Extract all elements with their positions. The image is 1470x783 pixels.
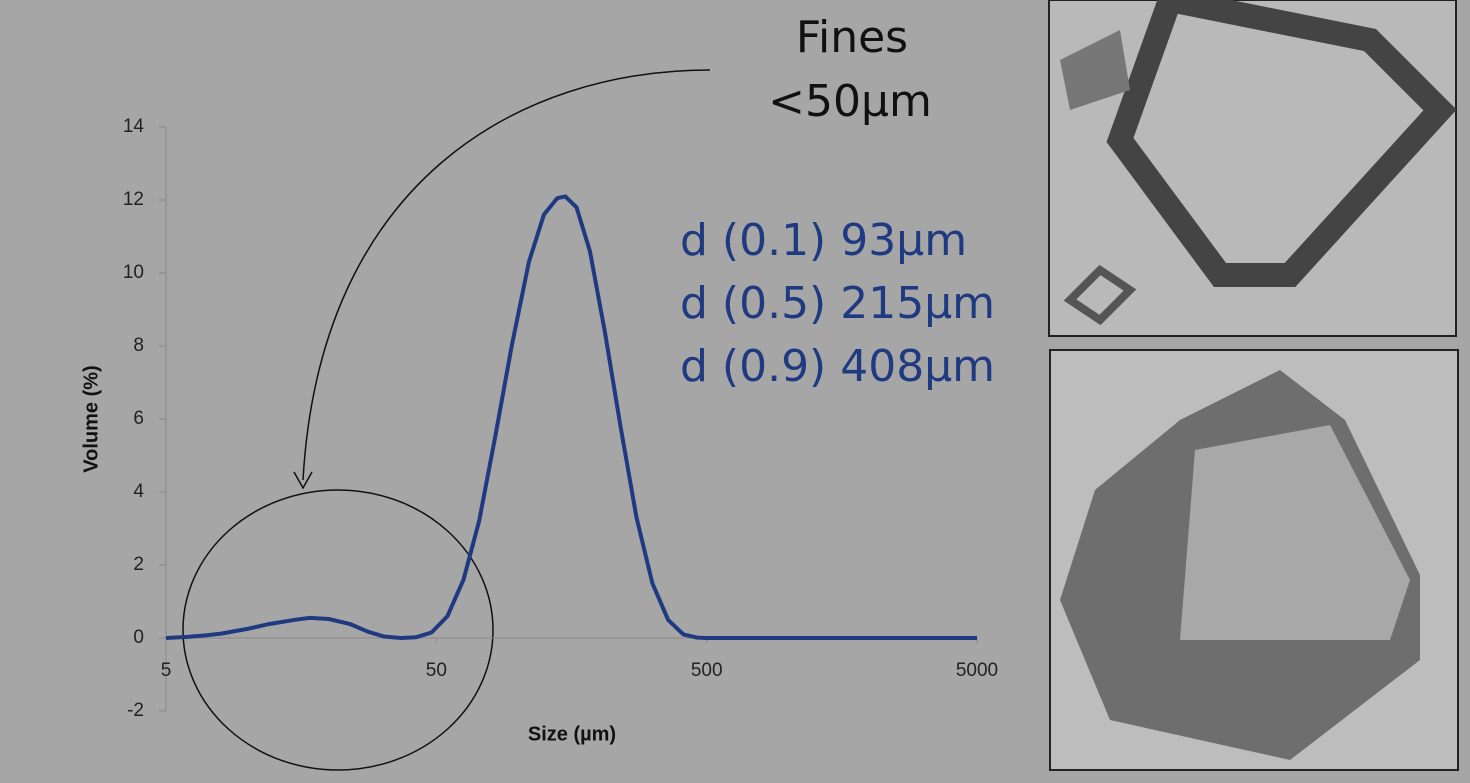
x-tick-label: 500 xyxy=(691,660,723,681)
x-tick-label: 5 xyxy=(161,660,172,681)
percentile-label: d (0.5) 215µm xyxy=(680,278,995,329)
fines-label: Fines xyxy=(796,12,908,63)
x-axis-label: Size (µm) xyxy=(528,723,616,745)
y-tick-label: 10 xyxy=(123,262,144,283)
fines-label: <50µm xyxy=(768,76,932,127)
x-tick-label: 50 xyxy=(426,660,447,681)
crystal-photo-bottom xyxy=(1050,350,1458,770)
y-tick-label: 2 xyxy=(133,554,144,575)
y-tick-label: -2 xyxy=(127,700,144,721)
y-tick-label: 0 xyxy=(133,627,144,648)
y-tick-label: 12 xyxy=(123,189,144,210)
y-tick-label: 14 xyxy=(123,116,145,137)
x-tick-label: 5000 xyxy=(956,660,998,681)
y-tick-label: 6 xyxy=(133,408,144,429)
percentile-label: d (0.1) 93µm xyxy=(680,215,967,266)
crystal-photo-top xyxy=(1049,0,1456,336)
chart: Volume (%) Size (µm) Fines <50µm -2 0 2 4 6 8… xyxy=(0,0,1470,783)
y-tick-label: 4 xyxy=(133,481,144,502)
y-axis-label: Volume (%) xyxy=(80,365,102,472)
y-tick-label: 8 xyxy=(133,335,144,356)
percentile-label: d (0.9) 408µm xyxy=(680,341,995,392)
